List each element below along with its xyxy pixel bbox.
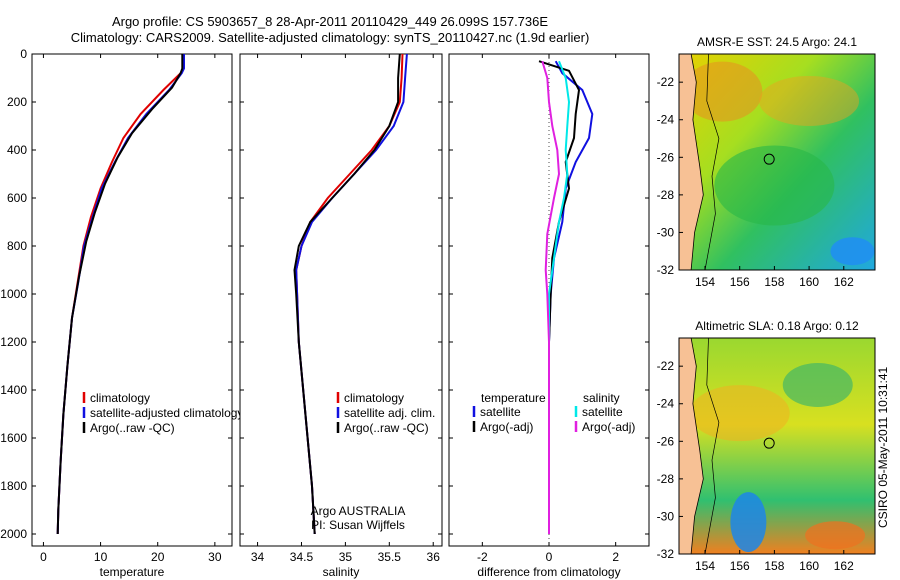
legend-label-2: Argo(..raw -QC) bbox=[344, 421, 429, 435]
y-tick-label: -24 bbox=[657, 113, 675, 127]
map-frame bbox=[678, 53, 876, 271]
y-tick-label: 1800 bbox=[0, 479, 27, 493]
x-tick-label: 0 bbox=[40, 550, 47, 564]
y-tick-label: 1400 bbox=[0, 383, 27, 397]
low-sla-eddy bbox=[730, 492, 767, 553]
y-tick-label: -26 bbox=[657, 434, 675, 448]
x-tick-label: 154 bbox=[695, 275, 715, 289]
series-line-argo-raw-qc- bbox=[56, 54, 184, 535]
cold-region bbox=[830, 237, 875, 266]
y-tick-label: 0 bbox=[20, 47, 27, 61]
series-line-salinity-argo-adj- bbox=[541, 60, 561, 534]
y-tick-label: -22 bbox=[657, 75, 675, 89]
argo-location-marker bbox=[763, 437, 775, 449]
map-panel-1: AMSR-E SST: 24.5 Argo: 24.1 -22 -24 -26 -28 -… bbox=[657, 35, 876, 289]
x-tick-label: 0 bbox=[546, 550, 553, 564]
series-line-argo-raw-qc- bbox=[293, 53, 401, 535]
high-sla-region bbox=[689, 385, 790, 442]
x-tick-label: -2 bbox=[477, 550, 488, 564]
chart-title-line1: Argo profile: CS 5903657_8 28-Apr-2011 2… bbox=[111, 14, 549, 29]
ocean-field bbox=[679, 338, 875, 554]
y-tick-label: 1600 bbox=[0, 431, 27, 445]
y-tick-label: 600 bbox=[7, 191, 27, 205]
x-tick-label: 35 bbox=[339, 550, 353, 564]
y-tick-label: 800 bbox=[7, 239, 27, 253]
y-tick-label: -30 bbox=[657, 225, 675, 239]
y-tick-label: 1000 bbox=[0, 287, 27, 301]
x-tick-label: 30 bbox=[208, 550, 222, 564]
x-tick-label: 156 bbox=[730, 559, 750, 573]
map-title: Altimetric SLA: 0.18 Argo: 0.12 bbox=[695, 319, 859, 333]
y-tick-label: 2000 bbox=[0, 527, 27, 541]
y-tick-label: -28 bbox=[657, 472, 675, 486]
y-tick-label: -32 bbox=[657, 547, 675, 561]
legend-label-1: satellite-adjusted climatology bbox=[90, 406, 243, 420]
x-tick-label: 158 bbox=[764, 559, 784, 573]
map-panel-2: Altimetric SLA: 0.18 Argo: 0.12 -22 -24 -26… bbox=[657, 319, 876, 573]
y-tick-label: -22 bbox=[657, 359, 675, 373]
profile-panel-1: 0 200 400 600 800 1000 1200 1400 1600 1800 2000 0 10… bbox=[0, 47, 243, 579]
x-tick-label: 2 bbox=[612, 550, 619, 564]
chart-title-line2: Climatology: CARS2009. Satellite-adjuste… bbox=[70, 30, 590, 45]
x-tick-label: 154 bbox=[695, 559, 715, 573]
argo-location-marker bbox=[763, 153, 775, 165]
cool-region bbox=[714, 145, 835, 226]
x-tick-label: 34 bbox=[251, 550, 265, 564]
depth-contour bbox=[704, 337, 720, 555]
map-title: AMSR-E SST: 24.5 Argo: 24.1 bbox=[697, 35, 857, 49]
y-tick-label: -26 bbox=[657, 150, 675, 164]
y-tick-label: -32 bbox=[657, 263, 675, 277]
x-axis-label: difference from climatology bbox=[477, 565, 620, 579]
legend-label-1: satellite adj. clim. bbox=[344, 406, 435, 420]
y-tick-label: -24 bbox=[657, 397, 675, 411]
legend-header-temperature: temperature bbox=[481, 391, 546, 405]
legend-header-salinity: salinity bbox=[583, 391, 620, 405]
y-tick-label: 1200 bbox=[0, 335, 27, 349]
y-tick-label: 200 bbox=[7, 95, 27, 109]
timestamp-stamp: CSIRO 05-May-2011 10:31:41 bbox=[876, 366, 890, 528]
legend-label-3: Argo(-adj) bbox=[582, 420, 635, 434]
series-line-salinity-satellite bbox=[548, 60, 571, 534]
warm-region bbox=[759, 75, 860, 126]
low-sla-region bbox=[782, 362, 853, 407]
argo-country-label: Argo AUSTRALIA bbox=[310, 504, 406, 518]
legend-label-1: Argo(-adj) bbox=[480, 420, 533, 434]
legend-label-0: satellite bbox=[480, 405, 521, 419]
x-tick-label: 158 bbox=[764, 275, 784, 289]
argo-pi-label: PI: Susan Wijffels bbox=[311, 518, 405, 532]
legend-label-0: climatology bbox=[90, 391, 150, 405]
x-tick-label: 34.5 bbox=[290, 550, 314, 564]
depth-contour bbox=[704, 53, 720, 271]
x-tick-label: 36 bbox=[427, 550, 441, 564]
plot-frame bbox=[31, 53, 233, 547]
warm-region bbox=[682, 61, 763, 122]
y-tick-label: -30 bbox=[657, 509, 675, 523]
x-tick-label: 160 bbox=[799, 559, 819, 573]
legend-label-2: Argo(..raw -QC) bbox=[90, 421, 175, 435]
legend-label-2: satellite bbox=[582, 405, 623, 419]
x-tick-label: 162 bbox=[834, 559, 854, 573]
x-tick-label: 162 bbox=[834, 275, 854, 289]
x-tick-label: 160 bbox=[799, 275, 819, 289]
profile-panel-2: 34 34.5 35 35.5 36 salinity climatologysatelli… bbox=[239, 53, 443, 579]
x-axis-label: salinity bbox=[323, 565, 360, 579]
y-tick-label: 400 bbox=[7, 143, 27, 157]
high-sla-region bbox=[805, 521, 866, 550]
map-frame bbox=[678, 337, 876, 555]
x-tick-label: 35.5 bbox=[378, 550, 402, 564]
x-axis-label: temperature bbox=[100, 565, 165, 579]
plot-frame bbox=[239, 53, 443, 547]
x-tick-label: 156 bbox=[730, 275, 750, 289]
x-tick-label: 10 bbox=[94, 550, 108, 564]
x-tick-label: 20 bbox=[151, 550, 165, 564]
legend-label-0: climatology bbox=[344, 391, 404, 405]
y-tick-label: -28 bbox=[657, 188, 675, 202]
